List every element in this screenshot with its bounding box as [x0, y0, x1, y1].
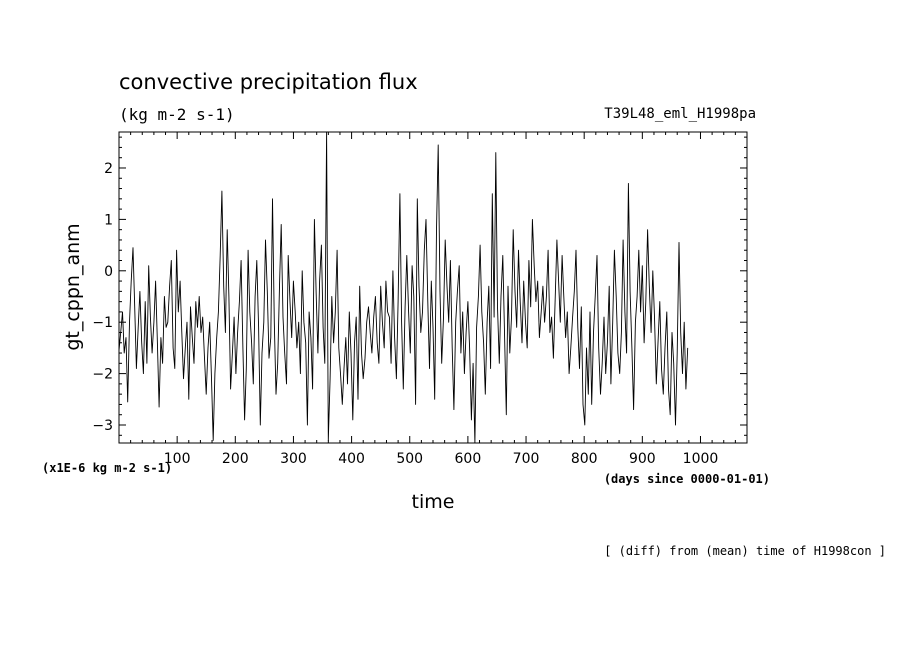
x-tick-label: 900 — [629, 451, 656, 467]
x-axis-label: time — [412, 491, 455, 513]
x-tick-labels: 100 200 300 400 500 600 700 800 900 1000 — [164, 451, 719, 467]
x-tick-label: 200 — [222, 451, 249, 467]
x-tick-label: 800 — [571, 451, 598, 467]
chart-title: convective precipitation flux — [119, 70, 418, 94]
run-label: T39L48_eml_H1998pa — [604, 106, 756, 122]
x-tick-label: 1000 — [683, 451, 719, 467]
x-tick-label: 700 — [513, 451, 540, 467]
y-axis-label: gt_cppn_anm — [62, 223, 84, 350]
units-label: (kg m-2 s-1) — [119, 105, 235, 124]
y-tick-labels: −3 −2 −1 0 1 2 — [92, 161, 113, 434]
y-tick-label: −2 — [92, 367, 113, 383]
x-tick-label: 600 — [455, 451, 482, 467]
y-tick-label: 2 — [104, 161, 113, 177]
plot-frame — [118, 131, 748, 444]
minor-ticks — [119, 132, 747, 443]
plot-area: 100 200 300 400 500 600 700 800 900 1000 −3 −2 −1 0 1… — [92, 131, 748, 467]
y-tick-label: −3 — [92, 418, 113, 434]
footnote: [ (diff) from (mean) time of H1998con ] — [604, 544, 886, 558]
x-tick-label: 400 — [338, 451, 365, 467]
y-tick-label: −1 — [92, 315, 113, 331]
series-line-gt-cppn-anm — [118, 131, 689, 444]
major-ticks — [119, 132, 747, 443]
x-tick-label: 500 — [396, 451, 423, 467]
y-tick-label: 1 — [104, 212, 113, 228]
x-tick-label: 300 — [280, 451, 307, 467]
y-tick-label: 0 — [104, 264, 113, 280]
y-scale-label: (x1E-6 kg m-2 s-1) — [42, 461, 172, 475]
x-units-label: (days since 0000-01-01) — [604, 472, 770, 486]
x-tick-label: 100 — [164, 451, 191, 467]
